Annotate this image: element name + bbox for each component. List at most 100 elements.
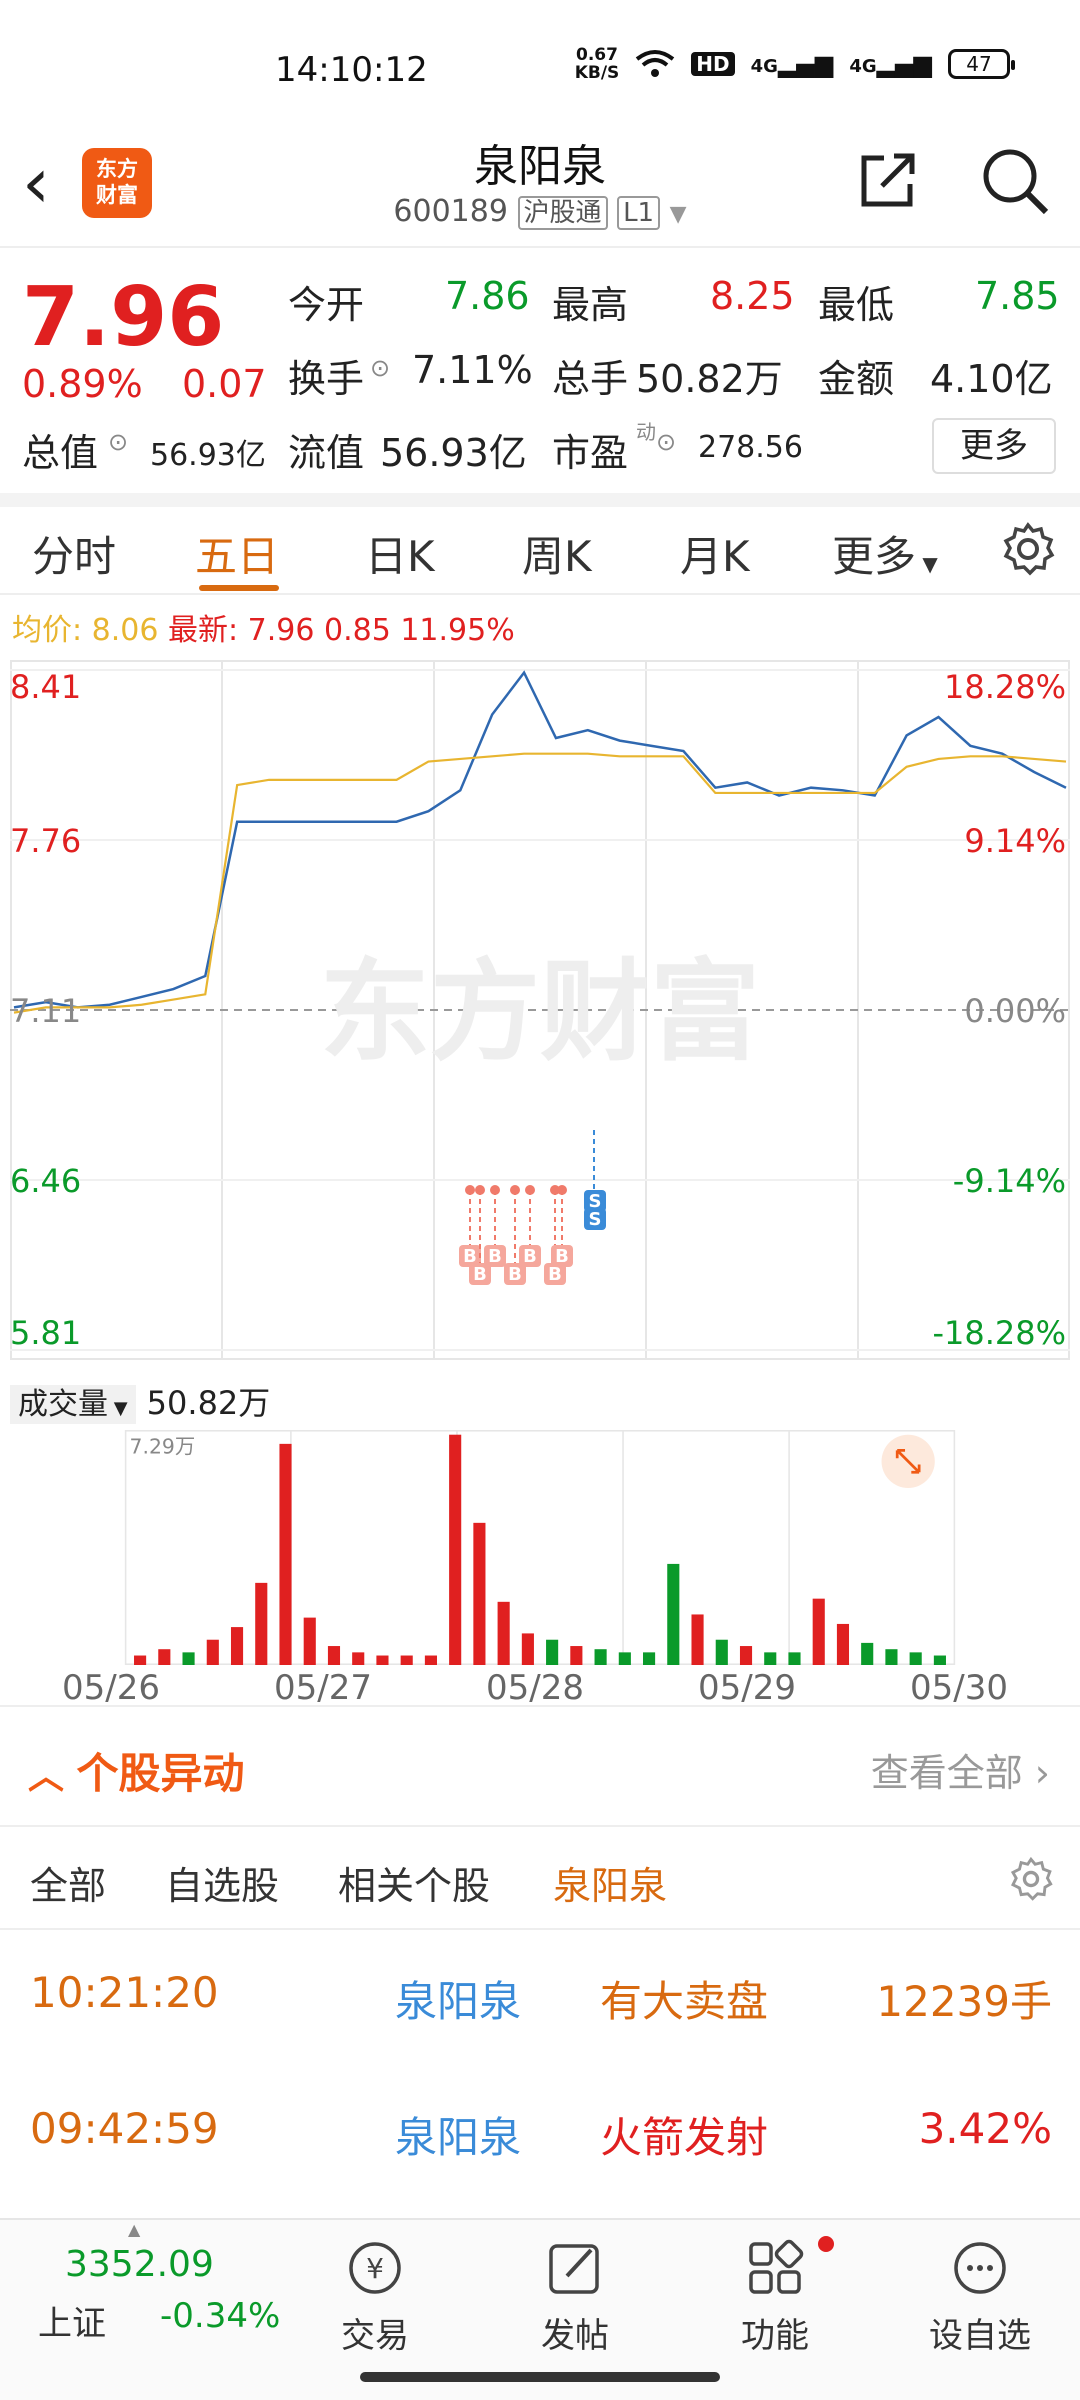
gear-icon[interactable] bbox=[1000, 521, 1056, 577]
volume-dropdown[interactable]: 成交量 ▼ bbox=[10, 1385, 136, 1424]
turnover-value: 7.11% bbox=[412, 348, 533, 392]
volume-bar bbox=[594, 1649, 607, 1665]
volume-bar bbox=[836, 1623, 850, 1665]
chevron-up-icon: ︿ bbox=[28, 1756, 77, 1797]
volume-header[interactable]: 成交量 ▼ 50.82万 bbox=[10, 1378, 270, 1424]
index-change: -0.34% bbox=[160, 2296, 281, 2336]
volume-bar bbox=[739, 1646, 753, 1665]
volume-chart[interactable]: 7.29万 bbox=[10, 1430, 1070, 1665]
stock-code: 600189 bbox=[393, 194, 508, 229]
tab-five-day[interactable]: 五日 bbox=[195, 532, 280, 581]
index-value: 3352.09 bbox=[65, 2244, 214, 2285]
info-icon[interactable]: ⊙ bbox=[108, 428, 129, 456]
volume-bar bbox=[570, 1646, 583, 1665]
buy-marker-badge bbox=[544, 1263, 566, 1285]
tab-daily-k[interactable]: 日K bbox=[365, 532, 435, 581]
nav-functions[interactable]: 功能 bbox=[700, 2236, 850, 2357]
nav-post[interactable]: 发帖 bbox=[500, 2236, 650, 2357]
connect-tag: 沪股通 bbox=[517, 196, 608, 230]
volume-bar bbox=[473, 1522, 486, 1665]
buy-marker-badge bbox=[484, 1245, 506, 1267]
buy-marker-letter: B bbox=[473, 1264, 487, 1285]
filter-related[interactable]: 相关个股 bbox=[338, 1864, 491, 1908]
divider bbox=[0, 1928, 1080, 1930]
stock-code-line[interactable]: 600189 沪股通 L1 ▼ bbox=[0, 192, 1080, 230]
date-label: 05/27 bbox=[274, 1668, 372, 1708]
anomaly-stock[interactable]: 泉阳泉 bbox=[395, 2113, 522, 2162]
volume-label: 总手 bbox=[552, 357, 629, 401]
volume-bar bbox=[230, 1627, 244, 1665]
index-ticker[interactable]: ▲ 3352.09 上证 -0.34% bbox=[0, 2220, 280, 2350]
buy-marker-dot bbox=[490, 1185, 500, 1195]
buy-marker-badge bbox=[459, 1245, 481, 1267]
y-left-tick: 7.11 bbox=[10, 992, 81, 1030]
signal-4g-icon: 4G▂▄▆ bbox=[750, 50, 834, 78]
volume-bar bbox=[812, 1598, 825, 1665]
svg-text:¥: ¥ bbox=[366, 2252, 384, 2285]
tab-more[interactable]: 更多 ▼ bbox=[832, 532, 938, 581]
more-button[interactable]: 更多 bbox=[932, 418, 1056, 474]
volume-bar bbox=[134, 1655, 147, 1665]
anomaly-row[interactable]: 09:42:59 泉阳泉 火箭发射 3.42% bbox=[0, 2066, 1080, 2202]
nav-add-watchlist[interactable]: 设自选 bbox=[905, 2236, 1055, 2357]
expand-icon bbox=[881, 1434, 935, 1488]
app-logo: 东方 财富 bbox=[82, 148, 152, 218]
volume-bar bbox=[643, 1652, 656, 1665]
chart-lines bbox=[13, 670, 1067, 1014]
volume-bar bbox=[182, 1652, 195, 1665]
volume-bar bbox=[497, 1601, 510, 1665]
volume-bar bbox=[909, 1652, 922, 1665]
anomaly-row[interactable]: 10:21:20 泉阳泉 有大卖盘 12239手 bbox=[0, 1930, 1080, 2066]
filter-watchlist[interactable]: 自选股 bbox=[165, 1864, 280, 1908]
info-icon[interactable]: ⊙ bbox=[370, 354, 391, 382]
share-icon[interactable] bbox=[856, 148, 920, 212]
tab-intraday[interactable]: 分时 bbox=[32, 532, 117, 581]
tab-active-indicator bbox=[199, 585, 279, 591]
anomaly-event: 有大卖盘 bbox=[600, 1977, 769, 2026]
amount-label: 金额 bbox=[818, 357, 895, 401]
stock-name: 泉阳泉 bbox=[474, 141, 606, 192]
search-icon[interactable] bbox=[980, 146, 1050, 216]
info-icon[interactable]: ⊙ bbox=[656, 428, 677, 456]
volume-bar bbox=[715, 1639, 728, 1665]
trade-icon: ¥ bbox=[349, 2242, 401, 2294]
float-label: 流值 bbox=[288, 431, 365, 475]
divider bbox=[0, 493, 1080, 507]
more-circle-icon bbox=[954, 2242, 1006, 2294]
buy-marker-letter: B bbox=[555, 1246, 569, 1267]
gear-icon[interactable] bbox=[1008, 1856, 1054, 1902]
y-right-tick: -9.14% bbox=[953, 1162, 1066, 1200]
average-line bbox=[13, 752, 1067, 1014]
view-all-link[interactable]: 查看全部 › bbox=[870, 1751, 1050, 1795]
axis-labels: 8.41 18.28% 7.76 9.14% 7.11 0.00% 6.46 -9.14% 5.… bbox=[10, 668, 1066, 1352]
buy-marker-dot bbox=[475, 1185, 485, 1195]
filter-all[interactable]: 全部 bbox=[30, 1864, 107, 1908]
tab-monthly-k[interactable]: 月K bbox=[680, 532, 750, 581]
volume-bar bbox=[691, 1614, 704, 1665]
signal-4g-icon-2: 4G▂▄▆ bbox=[849, 50, 932, 78]
buy-marker-dot bbox=[557, 1185, 567, 1195]
volume-bar bbox=[861, 1642, 874, 1665]
change-percent: 0.89% bbox=[22, 362, 143, 406]
nav-trade[interactable]: ¥ 交易 bbox=[300, 2236, 450, 2357]
bottom-nav: ▲ 3352.09 上证 -0.34% ¥ 交易 发帖 功能 设自选 bbox=[0, 2218, 1080, 2400]
buy-marker-dot bbox=[465, 1185, 475, 1195]
volume-bar bbox=[400, 1655, 413, 1665]
back-icon[interactable]: ‹ bbox=[22, 142, 50, 224]
volume-bar bbox=[618, 1652, 631, 1665]
anomaly-value: 12239手 bbox=[876, 1977, 1052, 2026]
y-right-tick: 18.28% bbox=[944, 668, 1066, 706]
buy-marker-badge bbox=[551, 1245, 573, 1267]
date-label: 05/29 bbox=[698, 1668, 796, 1708]
anomaly-title[interactable]: ︿ 个股异动 bbox=[28, 1749, 245, 1798]
filter-this-stock[interactable]: 泉阳泉 bbox=[553, 1864, 668, 1908]
volume-bar bbox=[521, 1633, 534, 1665]
anomaly-stock[interactable]: 泉阳泉 bbox=[395, 1977, 522, 2026]
mcap-label: 总值 bbox=[22, 431, 99, 475]
float-value: 56.93亿 bbox=[380, 431, 527, 475]
date-label: 05/30 bbox=[910, 1668, 1008, 1708]
anomaly-value: 3.42% bbox=[918, 2104, 1052, 2153]
tab-weekly-k[interactable]: 周K bbox=[522, 532, 592, 581]
mcap-value: 56.93亿 bbox=[150, 438, 266, 473]
